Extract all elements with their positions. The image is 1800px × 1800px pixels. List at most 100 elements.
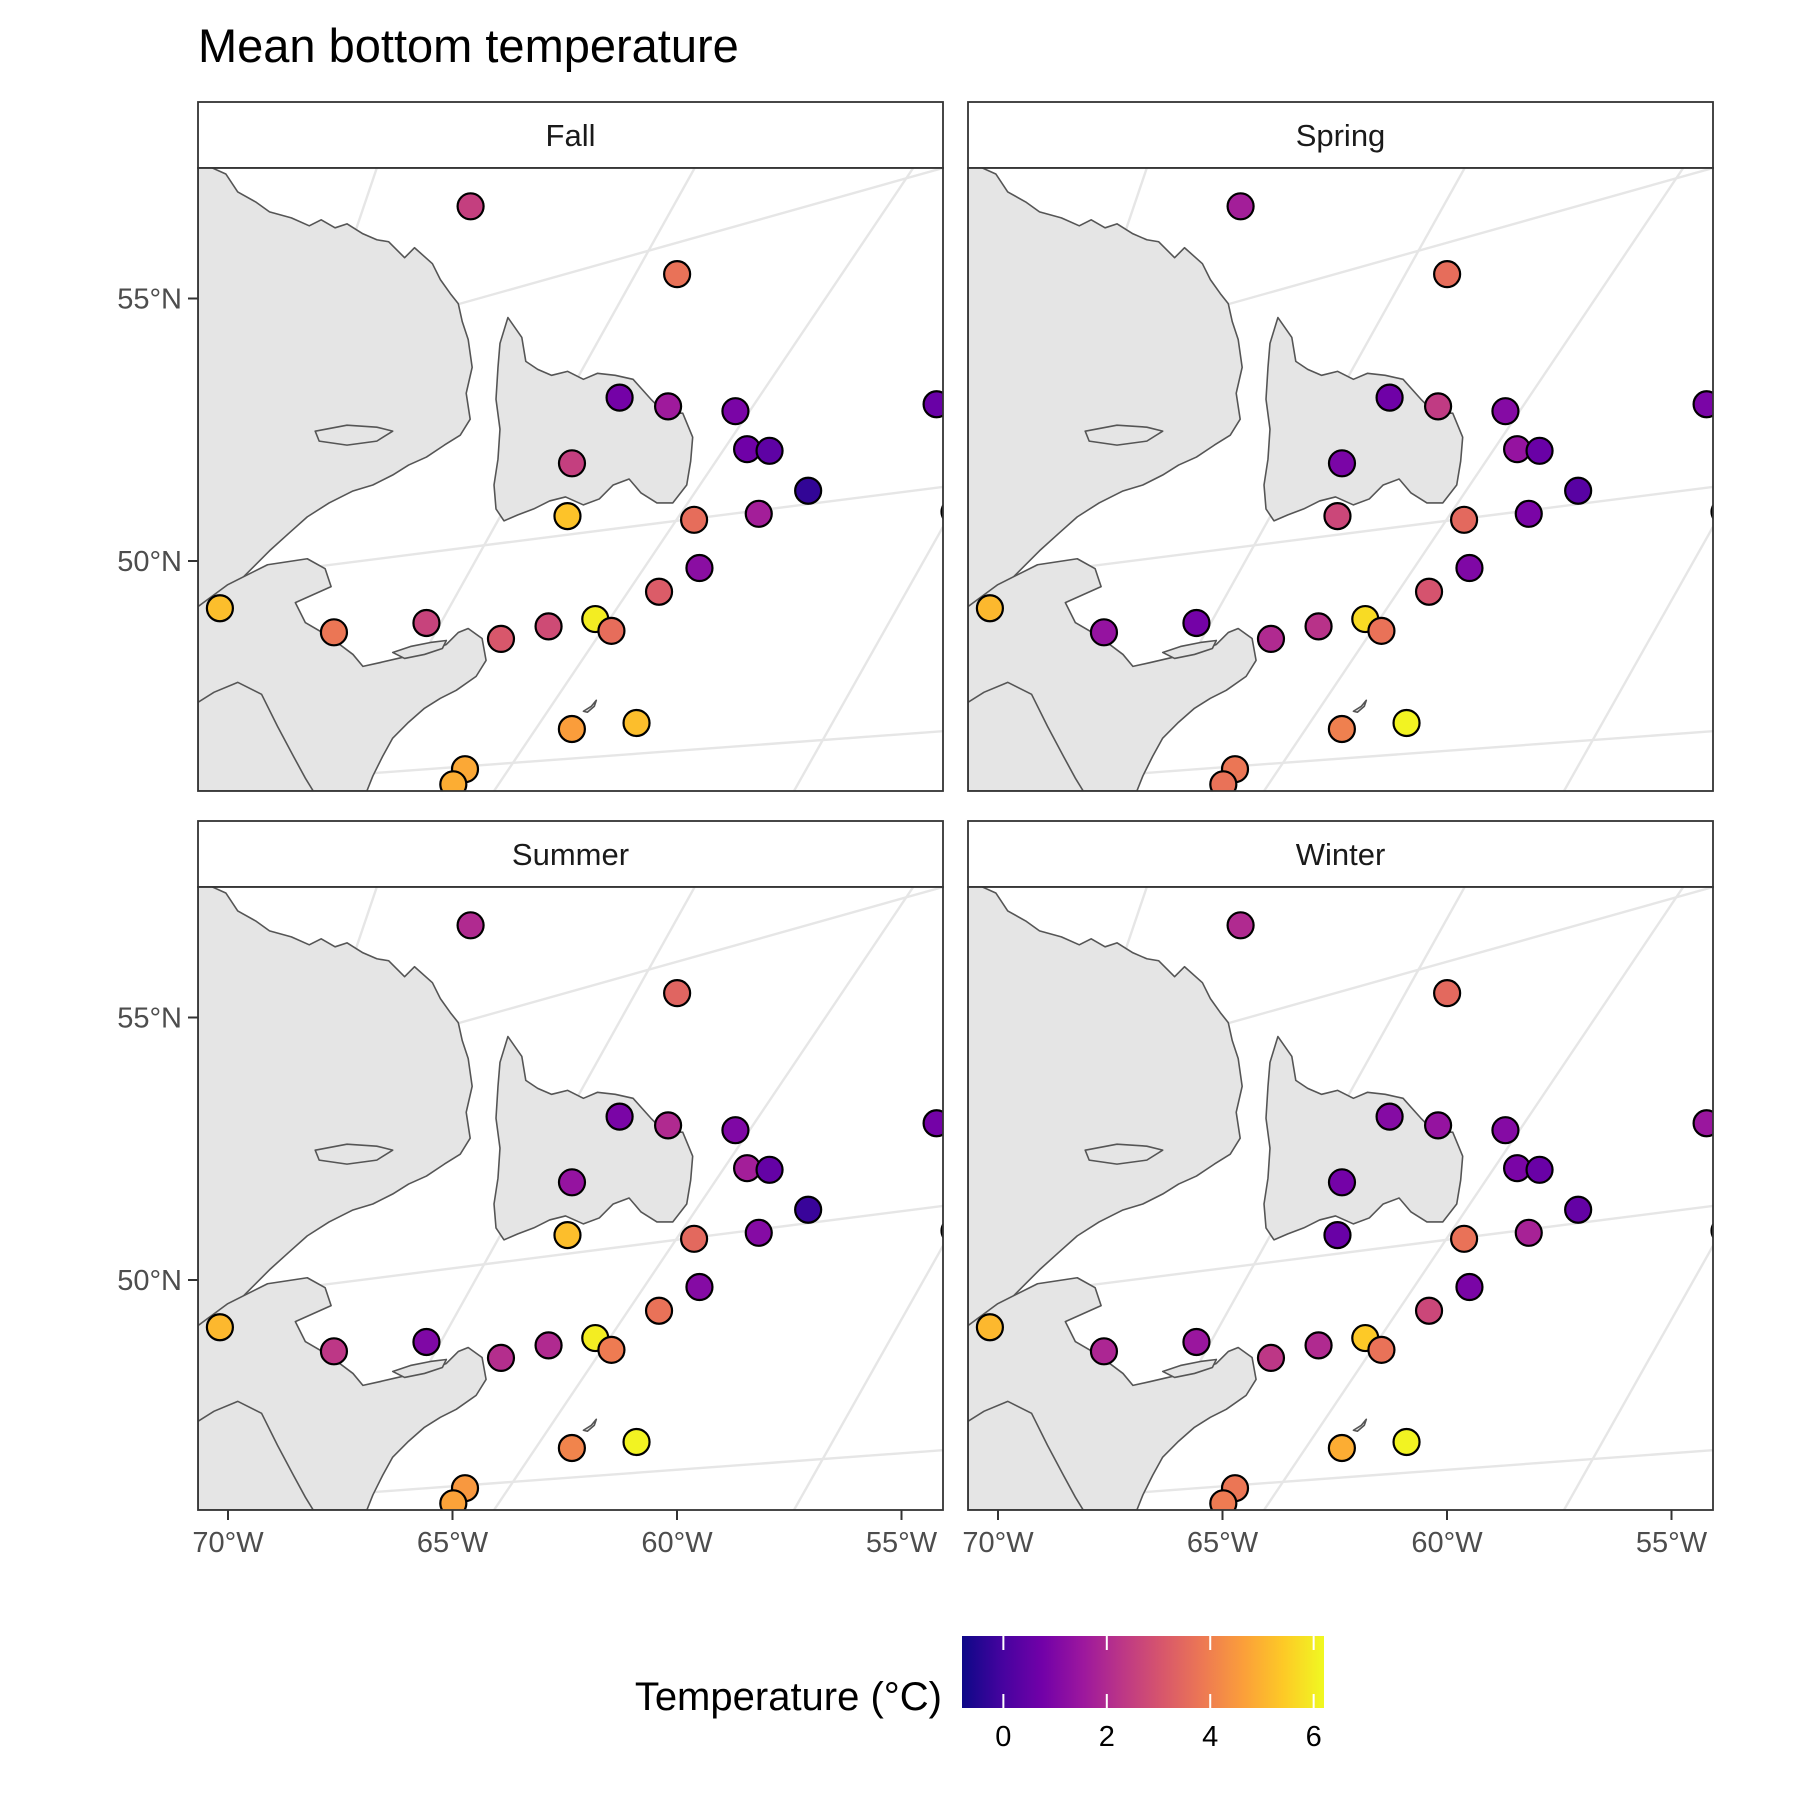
legend-tick-label: 4 — [1202, 1721, 1218, 1753]
station-point — [1327, 1168, 1357, 1197]
station-point — [319, 1337, 349, 1366]
facet-label-summer: Summer — [512, 837, 629, 872]
station-point — [685, 1272, 714, 1302]
station-point — [1692, 390, 1713, 419]
map-area-spring — [968, 168, 1766, 791]
station-point — [1710, 503, 1713, 520]
station-point — [1564, 1195, 1593, 1224]
station-point — [439, 770, 468, 791]
station-point — [1182, 608, 1211, 638]
station-point — [644, 1296, 674, 1325]
station-point — [1209, 1489, 1238, 1510]
station-point — [553, 502, 582, 531]
facet-label-winter: Winter — [1296, 837, 1386, 872]
station-point — [439, 1489, 468, 1510]
station-point — [663, 979, 692, 1008]
axes: 50°N 55°N 50°N 55°N 70°W 65°W 60°W 55°W 70°W 65°W… — [117, 284, 1708, 1560]
station-point — [1455, 1272, 1484, 1302]
station-point — [486, 624, 516, 654]
station-point — [205, 594, 234, 623]
station-point — [1256, 624, 1286, 654]
station-point — [412, 608, 441, 638]
station-point — [1375, 1102, 1404, 1131]
station-point — [1514, 499, 1543, 528]
panel-frame — [967, 167, 1714, 792]
station-point — [622, 1427, 651, 1457]
station-point — [1692, 1109, 1713, 1138]
station-point — [1256, 1343, 1286, 1373]
legend-ticks: 0 2 4 6 — [995, 1636, 1322, 1753]
x-tick-label: 60°W — [1411, 1527, 1483, 1559]
station-point — [744, 1218, 773, 1247]
map-area-summer — [198, 887, 943, 1510]
y-tick-label: 50°N — [117, 546, 182, 578]
station-point — [1491, 1116, 1520, 1145]
station-point — [922, 390, 943, 419]
station-point — [1323, 502, 1352, 531]
station-point — [456, 192, 485, 221]
station-point — [794, 1195, 823, 1224]
station-point — [1514, 1218, 1543, 1247]
station-point — [679, 505, 709, 534]
station-point — [1525, 1155, 1554, 1184]
station-point — [597, 1335, 626, 1364]
station-point — [1089, 1337, 1119, 1366]
station-point — [1182, 1327, 1211, 1357]
x-tick-label: 65°W — [1187, 1527, 1259, 1559]
panel-frame — [197, 167, 944, 792]
station-point — [456, 911, 485, 940]
station-point — [663, 260, 692, 289]
station-point — [721, 1116, 750, 1145]
station-point — [534, 1331, 563, 1360]
station-point — [557, 714, 586, 744]
station-point — [622, 708, 651, 738]
station-point — [534, 612, 563, 641]
facet-strip-winter — [967, 820, 1714, 888]
facet-label-spring: Spring — [1296, 118, 1386, 153]
station-point — [1423, 392, 1453, 421]
station-point — [1304, 612, 1333, 641]
x-tick-label: 65°W — [417, 1527, 489, 1559]
x-tick-label: 55°W — [866, 1527, 938, 1559]
station-point — [755, 436, 784, 465]
station-point — [1226, 192, 1255, 221]
station-point — [557, 1168, 587, 1197]
station-point — [205, 1313, 234, 1342]
station-point — [653, 392, 683, 421]
y-tick-label: 50°N — [117, 1265, 182, 1297]
station-point — [1323, 1221, 1352, 1250]
station-point — [486, 1343, 516, 1373]
station-point — [1433, 260, 1462, 289]
y-tick-label: 55°N — [117, 284, 182, 316]
x-tick-label: 55°W — [1636, 1527, 1708, 1559]
station-point — [653, 1111, 683, 1140]
facet-strip-fall — [197, 101, 944, 169]
station-point — [1433, 979, 1462, 1008]
station-point — [1449, 1224, 1479, 1253]
station-point — [319, 618, 349, 647]
station-point — [1209, 770, 1238, 791]
station-point — [553, 1221, 582, 1250]
station-point — [721, 397, 750, 426]
station-point — [1089, 618, 1119, 647]
station-point — [1367, 616, 1396, 645]
station-point — [744, 499, 773, 528]
x-tick-label: 70°W — [962, 1527, 1034, 1559]
station-point — [1710, 1222, 1713, 1239]
legend-title: Temperature (°C) — [635, 1675, 942, 1719]
station-point — [557, 449, 587, 478]
legend-tick-label: 2 — [1099, 1721, 1115, 1753]
station-point — [1304, 1331, 1333, 1360]
station-point — [940, 503, 943, 520]
station-point — [922, 1109, 943, 1138]
station-point — [685, 553, 714, 583]
map-area-winter — [968, 887, 1713, 1510]
station-point — [1414, 1296, 1444, 1325]
station-point — [1423, 1111, 1453, 1140]
facet-panel-summer: Summer — [197, 820, 944, 1511]
station-point — [1327, 449, 1357, 478]
y-tick-label: 55°N — [117, 1003, 182, 1035]
station-point — [755, 1155, 784, 1184]
station-point — [1740, 543, 1766, 569]
